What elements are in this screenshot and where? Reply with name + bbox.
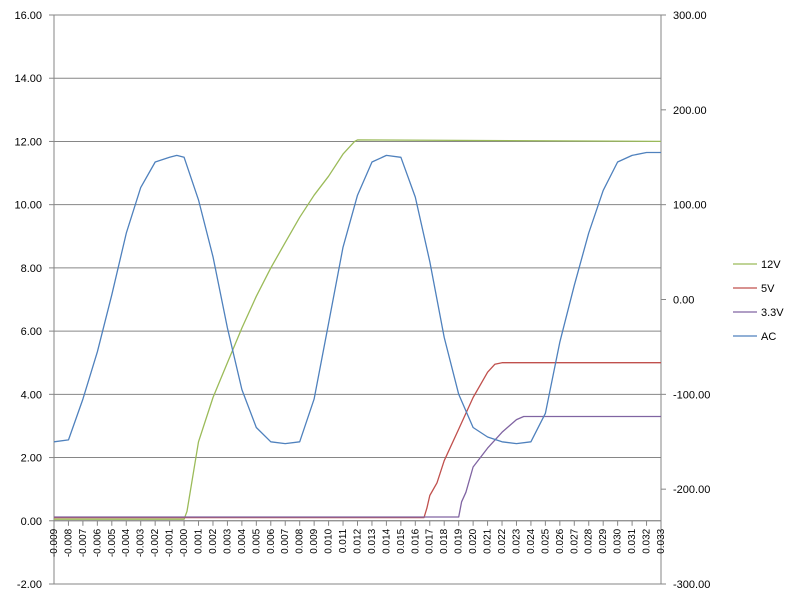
x-tick-label: 0.023 [511,528,522,553]
x-tick-label: 0.031 [627,528,638,553]
y-tick-label: 10.00 [14,200,42,212]
legend-label: 3.3V [761,307,784,319]
x-tick-label: -0.006 [92,528,103,557]
x-tick-label: 0.019 [454,528,465,553]
x-tick-label: -0.003 [136,528,147,557]
x-tick-label: 0.002 [208,528,219,553]
y-tick-label: 2.00 [21,453,42,465]
x-tick-label: 0.012 [353,528,364,553]
series-line-5v [54,362,661,519]
x-tick-label: 0.009 [309,528,320,553]
x-tick-label: 0.006 [266,528,277,553]
x-tick-label: 0.010 [324,528,335,553]
x-tick-label: -0.009 [49,528,60,557]
x-tick-label: 0.024 [526,528,537,553]
x-tick-label: -0.004 [121,528,132,557]
x-tick-label: -0.001 [165,528,176,557]
x-tick-label: 0.013 [367,528,378,553]
x-tick-label: 0.005 [251,528,262,553]
y2-tick-label: 0.00 [673,295,694,307]
x-tick-label: 0.032 [642,528,653,553]
series-line-3-3v [54,415,661,518]
x-tick-label: 0.029 [598,528,609,553]
legend-label: 12V [761,259,781,271]
y-tick-label: 8.00 [21,263,42,275]
y-tick-label: 12.00 [14,136,42,148]
series-lines [53,139,662,520]
x-tick-label: 0.016 [410,528,421,553]
series-line-ac [53,151,661,445]
x-tick-label: 0.026 [555,528,566,553]
x-tick-label: 0.014 [381,528,392,553]
x-tick-label: -0.007 [78,528,89,557]
x-tick-label: 0.020 [468,528,479,553]
x-tick-label: -0.008 [63,528,74,557]
x-tick-label: 0.027 [569,528,580,553]
x-tick-label: 0.028 [584,528,595,553]
x-tick-label: 0.021 [483,528,494,553]
x-tick-label: 0.004 [237,528,248,553]
x-tick-label: -0.005 [107,528,118,557]
x-tick-label: 0.007 [280,528,291,553]
x-tick-label: -0.000 [179,528,190,557]
x-tick-label: 0.015 [396,528,407,553]
series-line-12v [54,139,662,520]
y2-tick-label: -300.00 [673,579,710,591]
x-axis-ticks: -0.009 -0.008 -0.007 -0.006 -0.005 -0.004 -0.0… [49,520,667,557]
y-tick-label: 14.00 [14,73,42,85]
x-tick-label: 0.011 [338,528,349,553]
x-tick-label: 0.030 [613,528,624,553]
x-tick-label: 0.003 [222,528,233,553]
y2-tick-label: -100.00 [673,389,710,401]
y-tick-label: -2.00 [17,579,42,591]
x-tick-label: 0.022 [497,528,508,553]
x-tick-label: 0.008 [295,528,306,553]
legend-label: AC [761,331,776,343]
y-tick-label: 0.00 [21,516,42,528]
legend: 12V 5V 3.3V AC [733,259,784,343]
gridlines [54,14,661,585]
x-tick-label: 0.025 [540,528,551,553]
y2-tick-label: -200.00 [673,484,710,496]
y-tick-label: 16.00 [14,10,42,22]
legend-label: 5V [761,283,775,295]
y2-tick-label: 100.00 [673,200,707,212]
y2-tick-label: 300.00 [673,10,707,22]
x-tick-label: 0.017 [425,528,436,553]
y2-tick-label: 200.00 [673,105,707,117]
y-tick-label: 6.00 [21,326,42,338]
y2-axis-labels: -300.00 -200.00 -100.00 0.00 100.00 200.00 300… [661,10,710,591]
x-tick-label: -0.002 [150,528,161,557]
y-tick-label: 4.00 [21,389,42,401]
y-axis-labels: -2.00 0.00 2.00 4.00 6.00 8.00 10.00 12.00 14.00… [14,10,54,591]
x-tick-label: 0.001 [194,528,205,553]
x-tick-label: 0.033 [656,528,667,553]
x-tick-label: 0.018 [439,528,450,553]
